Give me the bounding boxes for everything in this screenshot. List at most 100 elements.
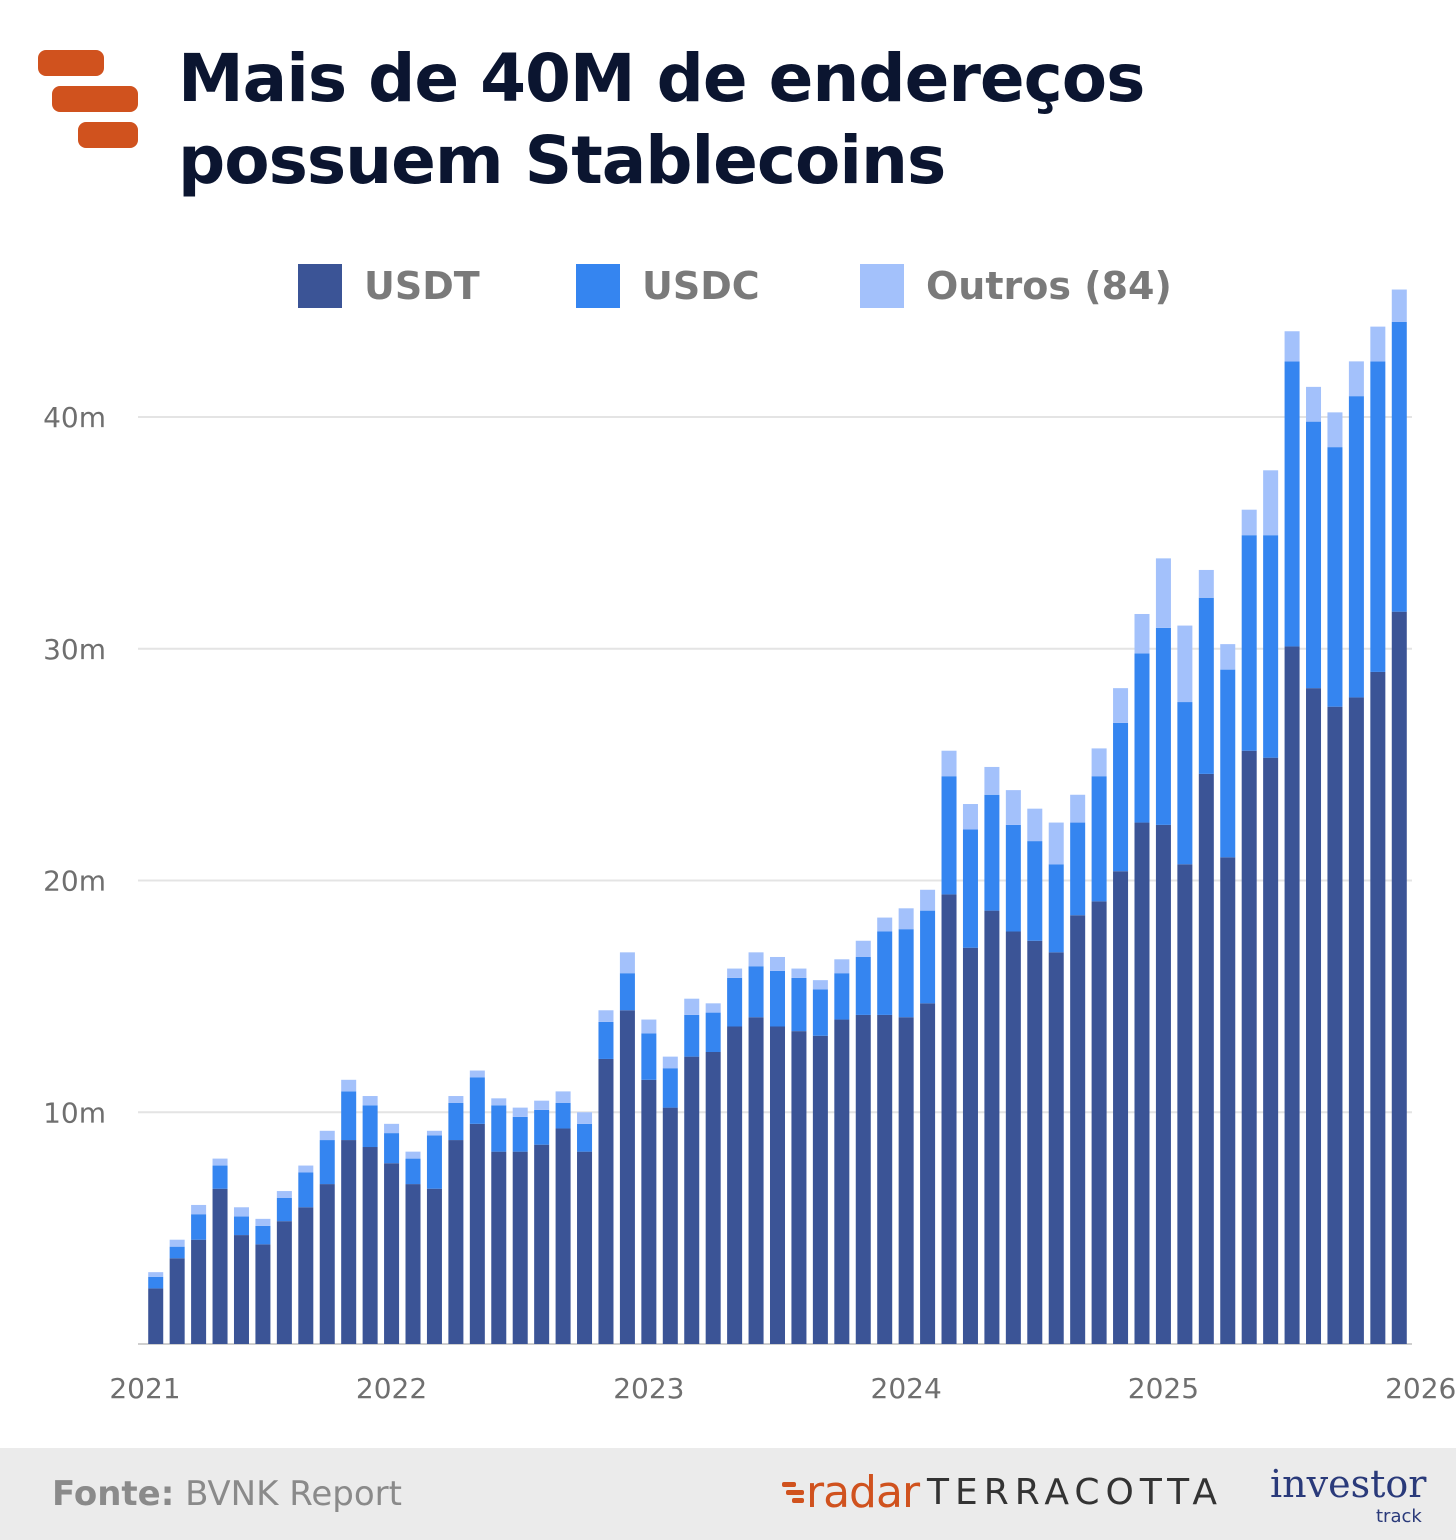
bar-outros-36: [920, 889, 936, 911]
y-tick-label-10m: 10m: [43, 1096, 106, 1129]
bar-outros-35: [898, 908, 914, 930]
bar-outros-40: [1005, 790, 1021, 825]
legend-label-usdt: USDT: [364, 264, 480, 308]
bar-usdt-18: [534, 1144, 550, 1344]
legend-item-outros: Outros (84): [860, 262, 1172, 310]
bar-usdc-32: [834, 973, 850, 1020]
source-note: Fonte: BVNK Report: [52, 1474, 402, 1514]
bar-outros-41: [1027, 808, 1043, 842]
bar-usdc-25: [684, 1014, 700, 1057]
bar-outros-29: [769, 956, 786, 971]
bar-outros-56: [1348, 361, 1364, 397]
bar-usdc-18: [534, 1109, 550, 1145]
bar-usdc-56: [1348, 396, 1364, 698]
bar-outros-58: [1391, 289, 1407, 322]
bar-usdc-10: [362, 1105, 378, 1148]
bar-usdt-37: [941, 894, 957, 1344]
bar-usdt-35: [898, 1017, 914, 1344]
legend-label-outros: Outros (84): [926, 264, 1172, 308]
source-label: Fonte:: [52, 1474, 175, 1514]
x-tick-label-2026: 2026: [1385, 1372, 1456, 1405]
bar-usdt-57: [1370, 671, 1386, 1344]
bar-usdt-7: [298, 1207, 314, 1344]
bar-outros-17: [512, 1107, 528, 1117]
bar-outros-25: [684, 998, 700, 1015]
bar-usdt-34: [877, 1014, 893, 1344]
legend-swatch-outros: [860, 264, 904, 308]
bar-usdt-38: [962, 947, 978, 1344]
bar-usdc-1: [169, 1246, 185, 1259]
legend-item-usdt: USDT: [298, 262, 480, 310]
bar-outros-42: [1048, 822, 1064, 865]
bar-outros-34: [877, 917, 893, 932]
bar-usdt-44: [1091, 901, 1107, 1344]
bar-outros-22: [619, 952, 635, 974]
bar-usdc-35: [898, 929, 914, 1018]
y-tick-label-40m: 40m: [43, 401, 106, 434]
bar-outros-38: [962, 804, 978, 830]
stacked-bar-chart: 10m 20m 30m 40m 2021 2022 2023 2024 2025 2026: [43, 289, 1456, 1405]
brand-radar: radar: [806, 1466, 920, 1518]
bar-usdt-42: [1048, 952, 1064, 1344]
bar-usdt-19: [555, 1128, 571, 1344]
bar-usdc-30: [791, 977, 807, 1032]
bar-usdt-47: [1155, 824, 1171, 1344]
bar-usdt-51: [1241, 750, 1257, 1344]
bar-usdc-46: [1134, 653, 1150, 823]
bar-outros-55: [1327, 412, 1343, 448]
bar-usdc-28: [748, 966, 764, 1018]
bar-outros-57: [1370, 326, 1386, 362]
bar-usdt-16: [491, 1151, 507, 1344]
bar-usdc-42: [1048, 864, 1064, 953]
bar-outros-23: [641, 1019, 657, 1034]
bar-usdt-15: [469, 1123, 485, 1344]
bar-usdt-2: [191, 1239, 207, 1344]
bar-usdc-38: [962, 829, 978, 948]
x-tick-label-2025: 2025: [1128, 1372, 1199, 1405]
bar-outros-52: [1263, 470, 1279, 536]
bar-outros-54: [1306, 386, 1322, 422]
bar-usdt-4: [233, 1235, 249, 1344]
bar-usdc-21: [598, 1021, 614, 1059]
bar-outros-49: [1198, 569, 1214, 598]
bar-outros-48: [1177, 625, 1193, 703]
bar-outros-13: [426, 1130, 442, 1136]
legend-swatch-usdc: [576, 264, 620, 308]
bar-outros-2: [191, 1204, 207, 1215]
y-tick-label-20m: 20m: [43, 865, 106, 898]
bar-usdt-41: [1027, 940, 1043, 1344]
bar-usdt-58: [1391, 611, 1407, 1344]
title-line-2: possuem Stablecoins: [178, 122, 946, 199]
brand-investor: investor: [1270, 1462, 1427, 1506]
legend-item-usdc: USDC: [576, 262, 760, 310]
radar-logo-icon: [782, 1482, 804, 1503]
bar-usdt-28: [748, 1017, 764, 1344]
bar-usdc-53: [1284, 361, 1300, 647]
bar-outros-15: [469, 1070, 485, 1078]
bar-usdt-11: [384, 1163, 400, 1344]
bar-outros-24: [662, 1056, 678, 1069]
bar-usdc-43: [1070, 822, 1086, 916]
bar-outros-51: [1241, 509, 1257, 536]
bar-usdc-36: [920, 910, 936, 1004]
bar-usdt-0: [148, 1288, 164, 1344]
bar-usdt-33: [855, 1014, 871, 1344]
bar-outros-9: [341, 1079, 357, 1092]
legend-swatch-usdt: [298, 264, 342, 308]
bar-outros-11: [384, 1123, 400, 1134]
bar-outros-32: [834, 959, 850, 974]
bar-usdt-48: [1177, 864, 1193, 1344]
bar-outros-31: [812, 980, 828, 990]
bar-usdc-58: [1391, 321, 1407, 612]
bar-usdt-55: [1327, 706, 1343, 1344]
bar-outros-43: [1070, 794, 1086, 823]
bar-usdt-5: [255, 1244, 271, 1344]
bar-outros-16: [491, 1098, 507, 1106]
bar-usdt-36: [920, 1003, 936, 1344]
bar-usdc-4: [233, 1216, 249, 1236]
bar-outros-39: [984, 766, 1000, 795]
bar-usdc-6: [276, 1197, 292, 1222]
bar-usdt-17: [512, 1151, 528, 1344]
bar-usdc-39: [984, 794, 1000, 911]
bar-usdc-29: [769, 970, 786, 1027]
